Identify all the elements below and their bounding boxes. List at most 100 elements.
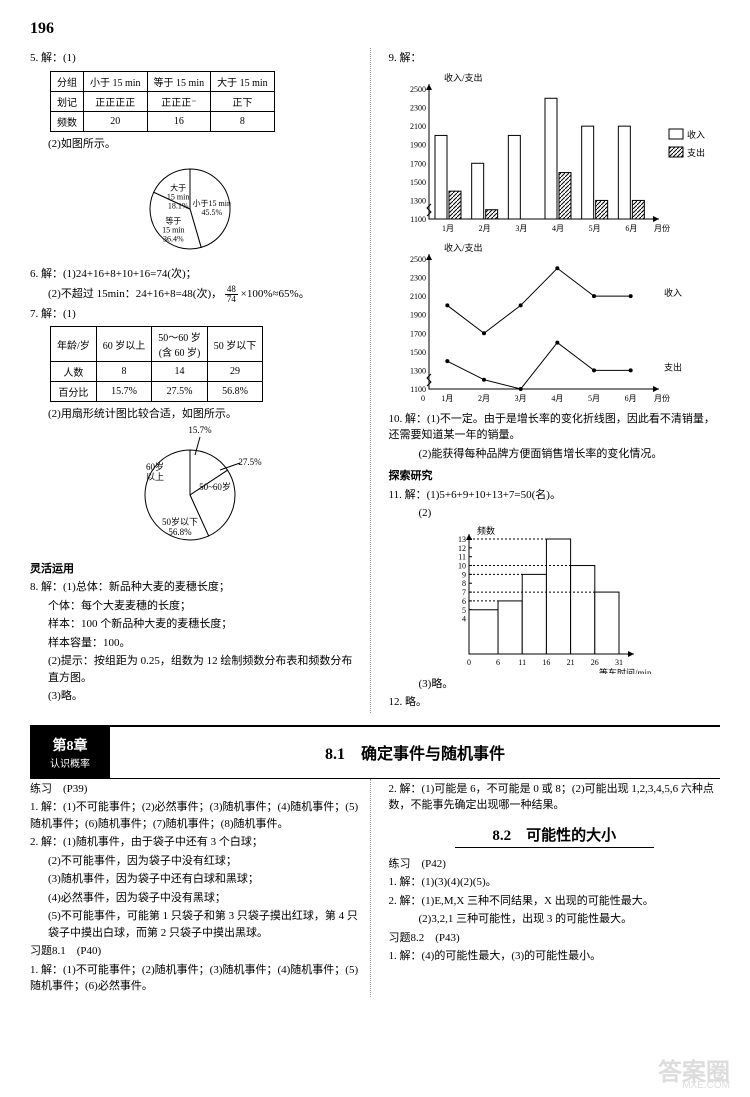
svg-text:4月: 4月	[551, 394, 563, 403]
left-column: 5. 解：(1) 分组 小于 15 min 等于 15 min 大于 15 mi…	[30, 48, 371, 713]
q7-r0c2: 14	[152, 362, 208, 382]
svg-text:31: 31	[615, 658, 623, 667]
svg-text:2500: 2500	[410, 85, 426, 94]
p2-l5: (5)不可能事件，可能第 1 只袋子和第 3 只袋子摸出红球，第 4 只袋子中摸…	[30, 908, 362, 941]
q10-l2: (2)能获得每种品牌方便面销售增长率的变化情况。	[389, 446, 721, 463]
upper-columns: 5. 解：(1) 分组 小于 15 min 等于 15 min 大于 15 mi…	[30, 48, 720, 713]
q11-l2: (2)	[389, 505, 721, 522]
q11-l3: (3)略。	[389, 676, 721, 693]
svg-text:11: 11	[458, 552, 466, 561]
q5-r0c3: 正下	[211, 91, 275, 111]
q5-prefix: 5. 解：(1)	[30, 50, 362, 67]
svg-text:3月: 3月	[515, 224, 527, 233]
q8-l3: 样本：100 个新品种大麦的麦穗长度；	[30, 616, 362, 633]
q8-l4: 样本容量：100。	[30, 635, 362, 652]
q5-pie-chart: 小于15 min45.5%等于15 min36.4%大于15 min18.1%	[110, 154, 280, 264]
q5-r0c2: 正正正⁻	[147, 91, 211, 111]
svg-text:2100: 2100	[410, 292, 426, 301]
q11-histogram: 45678910111213061116212631频数等车时间/min	[439, 524, 659, 674]
q10-l1: 10. 解：(1)不一定。由于是增长率的变化折线图，因此看不清销量，还需要知道某…	[389, 411, 721, 444]
q5-r1c3: 8	[211, 111, 275, 131]
q7-part2-label: (2)用扇形统计图比较合适，如图所示。	[30, 406, 362, 423]
svg-text:支出: 支出	[664, 361, 682, 372]
svg-text:5月: 5月	[588, 224, 600, 233]
svg-text:11: 11	[518, 658, 526, 667]
svg-text:21: 21	[566, 658, 574, 667]
r2-l2: (2)3,2,1 三种可能性，出现 3 的可能性最大。	[389, 911, 721, 928]
q5-r1c0: 频数	[51, 111, 84, 131]
right-p2: 2. 解：(1)可能是 6，不可能是 0 或 8；(2)可能出现 1,2,3,4…	[389, 781, 721, 814]
right-column: 9. 解： 1100 1300 1500 1700 1900 2100 2300 2500 收入…	[381, 48, 721, 713]
svg-text:4: 4	[462, 614, 466, 623]
svg-text:8: 8	[462, 579, 466, 588]
svg-text:收入/支出: 收入/支出	[444, 242, 483, 253]
svg-text:1月: 1月	[442, 224, 454, 233]
svg-text:6月: 6月	[624, 394, 636, 403]
svg-text:1500: 1500	[410, 347, 426, 356]
q5-r0c1: 正正正正	[84, 91, 148, 111]
q7-h1: 60 岁以上	[96, 327, 152, 362]
q6-l2b: ×100%≈65%。	[241, 288, 310, 300]
lower-left: 练习 (P39) 1. 解：(1)不可能事件；(2)必然事件；(3)随机事件；(…	[30, 779, 371, 997]
q7-r0c0: 人数	[51, 362, 97, 382]
svg-text:1100: 1100	[410, 215, 426, 224]
q5-h2: 等于 15 min	[147, 71, 211, 91]
chapter-tab-sub: 认识概率	[50, 755, 90, 770]
svg-text:3月: 3月	[514, 394, 526, 403]
lower-right: 2. 解：(1)可能是 6，不可能是 0 或 8；(2)可能出现 1,2,3,4…	[381, 779, 721, 997]
svg-text:27.5%: 27.5%	[238, 457, 262, 467]
q7-r1c1: 15.7%	[96, 382, 152, 402]
svg-text:2月: 2月	[478, 394, 490, 403]
q12: 12. 略。	[389, 694, 721, 711]
svg-text:10: 10	[458, 561, 466, 570]
p1: 1. 解：(1)不可能事件；(2)必然事件；(3)随机事件；(4)随机事件；(5…	[30, 799, 362, 832]
svg-text:1300: 1300	[410, 366, 426, 375]
q6-l2a: (2)不超过 15min：24+16+8=48(次)，	[48, 288, 222, 300]
svg-text:5月: 5月	[588, 394, 600, 403]
svg-text:2300: 2300	[410, 103, 426, 112]
r2-l1: 2. 解：(1)E,M,X 三种不同结果，X 出现的可能性最大。	[389, 893, 721, 910]
q7-table: 年龄/岁 60 岁以上 50～60 岁 (含 60 岁) 50 岁以下 人数 8…	[50, 326, 263, 402]
svg-text:1700: 1700	[410, 329, 426, 338]
q8-l2: 个体：每个大麦麦穗的长度；	[30, 598, 362, 615]
svg-text:6月: 6月	[625, 224, 637, 233]
ex82: 习题8.2 (P43)	[389, 930, 721, 947]
svg-text:50~60岁: 50~60岁	[199, 481, 231, 492]
svg-text:2月: 2月	[478, 224, 490, 233]
chapter-tab: 第8章 认识概率	[30, 727, 110, 778]
svg-text:60岁以上: 60岁以上	[146, 461, 164, 482]
q8-l1: 8. 解：(1)总体：新品种大麦的麦穗长度；	[30, 579, 362, 596]
q8-l5: (2)提示：按组距为 0.25，组数为 12 绘制频数分布表和频数分布直方图。	[30, 653, 362, 686]
page-number: 196	[30, 20, 720, 38]
chapter-tab-main: 第8章	[53, 739, 88, 754]
lower-columns: 练习 (P39) 1. 解：(1)不可能事件；(2)必然事件；(3)随机事件；(…	[30, 779, 720, 997]
svg-text:1500: 1500	[410, 177, 426, 186]
chapter-title: 8.1 确定事件与随机事件	[110, 730, 720, 774]
q7-r1c0: 百分比	[51, 382, 97, 402]
svg-text:1300: 1300	[410, 196, 426, 205]
p2-l3: (3)随机事件，因为袋子中还有白球和黑球；	[30, 871, 362, 888]
q7-r1c3: 56.8%	[207, 382, 263, 402]
svg-text:等车时间/min: 等车时间/min	[599, 667, 652, 674]
q9-prefix: 9. 解：	[389, 50, 721, 67]
svg-text:1900: 1900	[410, 310, 426, 319]
svg-text:2300: 2300	[410, 273, 426, 282]
svg-text:6: 6	[462, 596, 466, 605]
p2-l2: (2)不可能事件，因为袋子中没有红球；	[30, 853, 362, 870]
q9-bar-chart: 11001300150017001900210023002500收入/支出1月2…	[389, 69, 709, 239]
watermark-sub: MXE.COM	[682, 1080, 730, 1091]
e1: 1. 解：(1)不可能事件；(2)随机事件；(3)随机事件；(4)随机事件；(5…	[30, 962, 362, 995]
sec82-title: 8.2 可能性的大小	[389, 824, 721, 845]
q7-r0c1: 8	[96, 362, 152, 382]
q5-part2-label: (2)如图所示。	[30, 136, 362, 153]
svg-text:等于15 min36.4%: 等于15 min36.4%	[162, 215, 184, 243]
q8-l6: (3)略。	[30, 688, 362, 705]
q7-h3: 50 岁以下	[207, 327, 263, 362]
svg-text:7: 7	[462, 588, 466, 597]
svg-text:9: 9	[462, 570, 466, 579]
chapter-band: 第8章 认识概率 8.1 确定事件与随机事件	[30, 725, 720, 779]
svg-text:1700: 1700	[410, 159, 426, 168]
svg-text:月份: 月份	[654, 223, 670, 233]
q6-line2: (2)不超过 15min：24+16+8=48(次)， 48 74 ×100%≈…	[30, 285, 362, 304]
q6-line1: 6. 解：(1)24+16+8+10+16=74(次)；	[30, 266, 362, 283]
